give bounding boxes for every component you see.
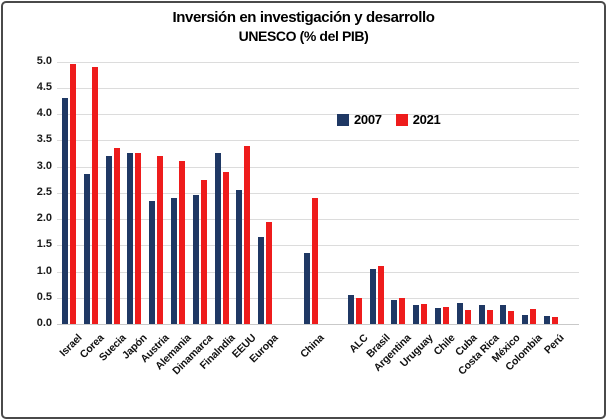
bar-2021-perú xyxy=(552,317,558,324)
gridline xyxy=(57,61,579,63)
bar-2021-argentina xyxy=(399,297,406,324)
bar-2007-chile xyxy=(434,308,441,324)
legend-swatch-icon xyxy=(337,113,349,126)
bar-2021-corea xyxy=(91,66,98,324)
bar-2007-alc xyxy=(347,295,354,324)
gridline xyxy=(57,140,579,142)
legend-item-2021: 2021 xyxy=(395,112,441,127)
gridline xyxy=(57,114,579,115)
gridline xyxy=(57,87,579,89)
bar-2007-costa-rica xyxy=(478,305,485,324)
y-tick-label: 0.5 xyxy=(36,290,52,303)
y-tick-label: 2.0 xyxy=(36,212,52,224)
bar-2021-suecia xyxy=(113,148,120,324)
y-tick-label: 1.0 xyxy=(36,264,52,277)
bar-2007-brasil xyxy=(369,268,376,324)
bar-2021-eeuu xyxy=(244,145,251,324)
y-tick-label: 2.5 xyxy=(36,185,52,198)
bar-2007-china xyxy=(304,253,311,324)
bar-2021-alc xyxy=(355,297,362,324)
legend-item-2007: 2007 xyxy=(337,112,382,127)
chart-legend: 2007 2021 xyxy=(337,112,441,127)
bar-2021-colombia xyxy=(530,308,537,324)
bar-2007-suecia xyxy=(105,156,112,324)
bar-2021-europa xyxy=(266,221,273,324)
y-tick-label: 4.0 xyxy=(36,107,52,119)
bar-2021-alemania xyxy=(179,161,186,324)
bar-2007-corea xyxy=(83,174,90,324)
bar-2021-costa-rica xyxy=(486,309,493,324)
bar-2021-finalndia xyxy=(222,171,229,324)
bar-2021-méxico xyxy=(508,310,515,324)
y-tick-label: 5.0 xyxy=(36,54,52,67)
bar-2021-japón xyxy=(135,153,142,324)
bar-2007-perú xyxy=(544,316,550,324)
bar-2021-israel xyxy=(70,64,76,324)
y-tick-label: 4.5 xyxy=(36,80,52,93)
legend-swatch-icon xyxy=(395,113,408,126)
y-tick-label: 3.5 xyxy=(36,133,52,146)
y-tick-label: 1.5 xyxy=(36,238,52,251)
bar-2007-cuba xyxy=(456,303,463,324)
bar-2007-finalndia xyxy=(214,153,221,324)
bar-2007-austria xyxy=(149,200,156,324)
bar-2021-cuba xyxy=(464,309,471,324)
bar-2007-alemania xyxy=(171,198,178,324)
bar-2021-brasil xyxy=(377,266,384,324)
bar-2007-méxico xyxy=(500,305,507,324)
gridline xyxy=(57,192,579,194)
bar-2007-argentina xyxy=(391,300,398,324)
legend-label: 2007 xyxy=(354,112,382,127)
bar-2007-eeuu xyxy=(236,190,243,324)
gridline xyxy=(57,166,579,168)
bar-2021-chile xyxy=(442,306,449,324)
bar-2007-europa xyxy=(258,237,265,324)
bar-2007-colombia xyxy=(522,314,529,324)
chart-title-line1: Inversión en investigación y desarrollo xyxy=(172,9,435,26)
bar-2021-dinamarca xyxy=(200,179,207,324)
bar-2007-israel xyxy=(62,98,68,324)
bar-2021-china xyxy=(312,198,319,324)
y-tick-label: 3.0 xyxy=(36,159,52,172)
bar-2007-uruguay xyxy=(413,305,420,324)
chart-title-line2: UNESCO (% del PIB) xyxy=(238,27,369,44)
bar-2021-austria xyxy=(157,156,164,324)
gridline xyxy=(57,324,579,325)
legend-label: 2021 xyxy=(412,112,441,127)
bar-2007-dinamarca xyxy=(192,195,199,324)
bar-2021-uruguay xyxy=(421,304,428,324)
y-tick-label: 0.0 xyxy=(36,317,52,329)
bar-2007-japón xyxy=(127,153,134,324)
chart-title: Inversión en investigación y desarrollo … xyxy=(0,9,607,45)
